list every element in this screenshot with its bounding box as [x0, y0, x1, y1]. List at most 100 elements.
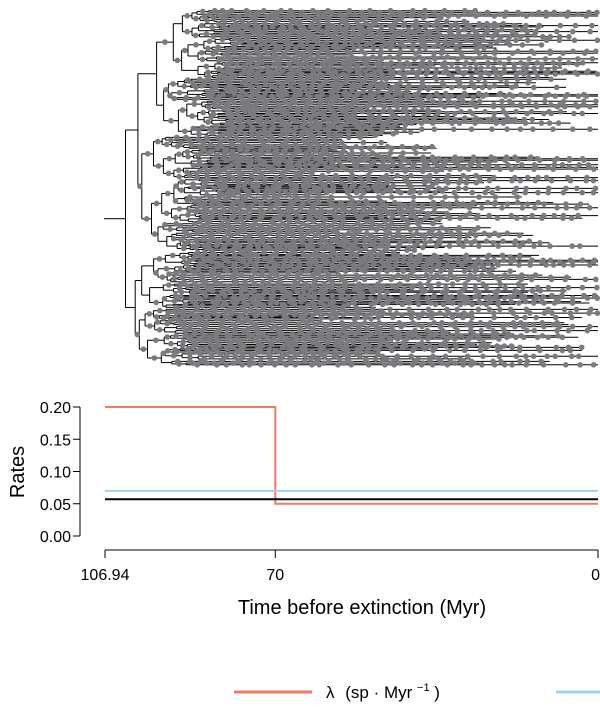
tree-node	[189, 113, 195, 119]
tree-node	[453, 194, 460, 200]
tree-node	[282, 247, 288, 253]
tree-node	[310, 244, 316, 251]
tree-node	[190, 125, 197, 132]
tree-node	[503, 80, 510, 86]
tree-node	[473, 179, 480, 186]
tree-node	[199, 124, 206, 130]
tree-node	[335, 331, 342, 337]
tree-node	[449, 74, 456, 81]
tree-node	[278, 334, 285, 341]
tree-node	[575, 93, 582, 99]
tree-node	[496, 276, 502, 283]
tree-node	[478, 65, 484, 71]
tree-node	[279, 240, 285, 246]
tree-node	[469, 314, 476, 321]
tree-node	[433, 243, 440, 249]
tree-node	[504, 321, 511, 328]
tree-node	[304, 246, 311, 252]
tree-node	[328, 284, 335, 291]
tree-node	[267, 225, 274, 231]
tree-node	[365, 362, 372, 368]
tree-node	[288, 181, 294, 188]
tree-node	[551, 162, 558, 168]
tree-node	[397, 210, 403, 217]
tree-node	[424, 164, 431, 171]
tree-node	[290, 232, 296, 239]
tree-node	[314, 126, 321, 132]
tree-node	[482, 344, 489, 351]
tree-node	[242, 226, 248, 233]
tree-node	[526, 155, 533, 162]
tree-node	[232, 353, 238, 360]
tree-node	[489, 126, 495, 132]
tree-node	[330, 188, 336, 194]
tree-node	[484, 199, 491, 206]
tree-node	[173, 214, 179, 221]
tree-node	[502, 157, 508, 163]
tree-node	[368, 225, 375, 231]
tree-node	[315, 270, 322, 276]
tree-node	[200, 333, 207, 339]
tree-node	[357, 353, 363, 360]
tree-node	[420, 157, 426, 163]
tree-node	[269, 120, 276, 126]
tree-node	[558, 11, 565, 18]
tree-node	[265, 148, 272, 155]
tree-node	[514, 194, 521, 200]
tree-node	[331, 134, 338, 141]
tree-node	[464, 353, 471, 360]
tree-node	[324, 297, 330, 303]
tree-node	[490, 103, 497, 110]
tree-node	[391, 362, 398, 368]
tree-node	[467, 9, 474, 16]
tree-node	[166, 282, 172, 288]
tree-node	[310, 312, 316, 318]
tree-node	[190, 162, 197, 168]
tree-node	[517, 177, 524, 184]
tree-node	[384, 289, 390, 296]
tree-node	[304, 222, 310, 229]
tree-node	[365, 185, 372, 192]
tree-node	[483, 238, 490, 244]
tree-node	[473, 61, 479, 68]
tree-node	[185, 212, 191, 218]
tree-node	[498, 71, 504, 77]
tree-node	[151, 231, 158, 237]
tree-node	[326, 209, 332, 215]
tree-node	[492, 157, 499, 163]
tree-node	[215, 170, 221, 177]
tree-node	[260, 105, 266, 112]
tree-node	[259, 150, 266, 156]
tree-node	[510, 93, 516, 99]
tree-node	[209, 130, 216, 136]
tree-node	[339, 254, 345, 260]
tree-node	[407, 272, 414, 278]
tree-node	[357, 56, 364, 62]
tree-node	[517, 358, 523, 365]
tree-node	[563, 362, 569, 368]
tree-node	[478, 327, 485, 334]
tree-node	[228, 215, 235, 221]
tree-node	[338, 225, 345, 231]
tree-node	[502, 93, 509, 99]
tree-node	[273, 310, 279, 316]
tree-node	[440, 333, 446, 339]
tree-node	[569, 126, 576, 132]
tree-node	[272, 362, 278, 368]
tree-node	[431, 274, 437, 281]
tree-node	[268, 168, 275, 174]
tree-node	[212, 207, 218, 213]
tree-node	[186, 336, 193, 342]
tree-node	[277, 356, 283, 362]
phylogenetic-tree	[104, 7, 600, 368]
tree-node	[357, 174, 363, 181]
tree-node	[516, 262, 522, 268]
tree-node	[473, 215, 480, 221]
tree-node	[443, 343, 449, 349]
tree-node	[471, 84, 478, 91]
tree-node	[385, 210, 392, 217]
tree-node	[587, 262, 593, 268]
tree-node	[176, 151, 182, 157]
tree-node	[371, 143, 378, 150]
tree-node	[265, 138, 272, 144]
